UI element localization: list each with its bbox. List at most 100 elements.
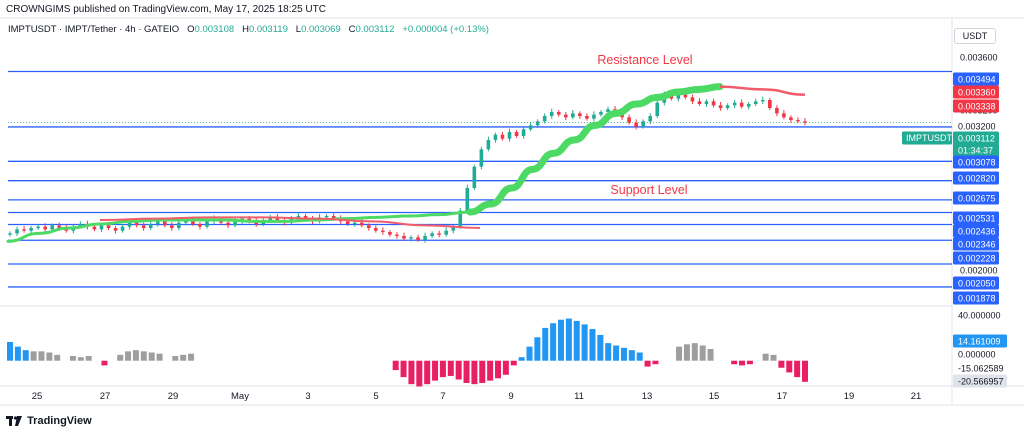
histogram-bar [495,360,502,379]
price-label-bg [953,291,999,305]
hist-label: 40.000000 [958,311,1001,321]
histogram-bar [14,346,21,361]
time-tick: 19 [844,391,855,402]
open-value: 0.003108 [194,24,235,35]
candle-body [113,228,118,231]
histogram-bar [676,346,683,361]
candle-body [704,101,709,104]
price-label: 0.002820 [958,174,996,184]
candle-body [697,101,702,104]
candle-body [578,113,582,116]
histogram-bar [188,353,195,361]
histogram-bar [132,350,139,361]
candle-body [676,94,681,99]
candle-body [718,105,723,108]
candle-body [796,120,800,122]
price-label: 0.002050 [958,279,996,289]
histogram-bar [400,360,407,378]
trend-line-red [719,85,806,96]
candle-body [99,225,104,230]
candle-body [29,228,33,231]
candle-body [437,233,441,235]
candle-body [205,221,209,227]
histogram-bar [439,360,446,378]
histogram-bar [77,357,84,361]
histogram-bar [746,360,753,365]
histogram-bar [731,360,738,365]
candle-body [789,117,793,120]
histogram-bar [125,351,132,361]
price-label-bg [953,276,999,290]
price-label: 0.003112 [958,134,995,144]
candle-body [402,236,406,239]
brand-name: TradingView [27,415,92,427]
candle-body [768,100,772,108]
price-label-bg [953,211,999,225]
histogram-bar [69,356,76,361]
histogram-bar [424,360,431,385]
histogram-bar [628,350,635,361]
histogram-bar [739,360,746,366]
support-label: Support Level [610,183,687,197]
histogram-bar [54,354,61,361]
candle-body [345,221,350,224]
candle-body [627,117,631,123]
candle-body [648,116,653,122]
histogram-bar [38,351,45,361]
symbol-name: IMPTUSDT · IMPT/Tether · 4h · GATEIO [8,24,180,35]
histogram-bar [487,360,494,381]
histogram-bar [565,318,572,361]
candle-body [472,166,477,188]
candle-body [493,134,498,140]
close-label: C [348,24,356,35]
histogram-bar [432,360,439,381]
candle-body [556,112,561,115]
price-label: 0.003200 [958,122,996,132]
trend-line-green [6,210,472,243]
histogram-bar [416,360,423,387]
histogram-bar [683,344,690,361]
low-value: 0.003069 [301,24,341,35]
open-label: O [187,24,195,35]
candle-body [148,224,153,228]
currency-selector[interactable]: USDT [954,28,996,44]
time-tick: 27 [100,391,111,402]
candle-body [233,221,237,226]
candle-body [177,222,181,228]
histogram-bar [479,360,486,383]
candle-body [381,230,385,232]
histogram-bar [101,360,108,366]
histogram-bar [22,350,29,361]
histogram-bar [510,360,517,366]
histogram-bar [550,323,557,361]
histogram-bar [589,329,596,361]
symbol-tag-bg [902,131,952,145]
histogram-bar [699,345,706,361]
histogram-bar [30,351,37,361]
histogram-bar [644,360,651,367]
candle-body [803,121,807,123]
candle-body [683,94,688,98]
tradingview-logo[interactable]: TradingView [6,415,92,427]
candle-body [634,122,638,127]
candle-body [753,101,758,104]
histogram-bar [455,360,462,380]
candle-body [528,125,533,130]
hist-label: -20.566957 [958,377,1004,387]
low-label: L [295,24,302,35]
candle-body [592,114,596,119]
histogram-bar [707,349,714,361]
candle-body [36,226,40,228]
candle-body [725,105,730,108]
price-label: 01:34:37 [958,146,993,156]
price-label-bg [953,99,999,113]
candle-body [303,216,308,219]
publish-info: CROWNGIMS published on TradingView.com, … [6,4,326,15]
hist-label: -15.062589 [958,364,1004,374]
candle-body [352,222,357,224]
publish-header: CROWNGIMS published on TradingView.com, … [0,0,1024,18]
candle-body [268,217,273,220]
candle-body [760,100,765,102]
hist-label-bg [953,374,1007,388]
